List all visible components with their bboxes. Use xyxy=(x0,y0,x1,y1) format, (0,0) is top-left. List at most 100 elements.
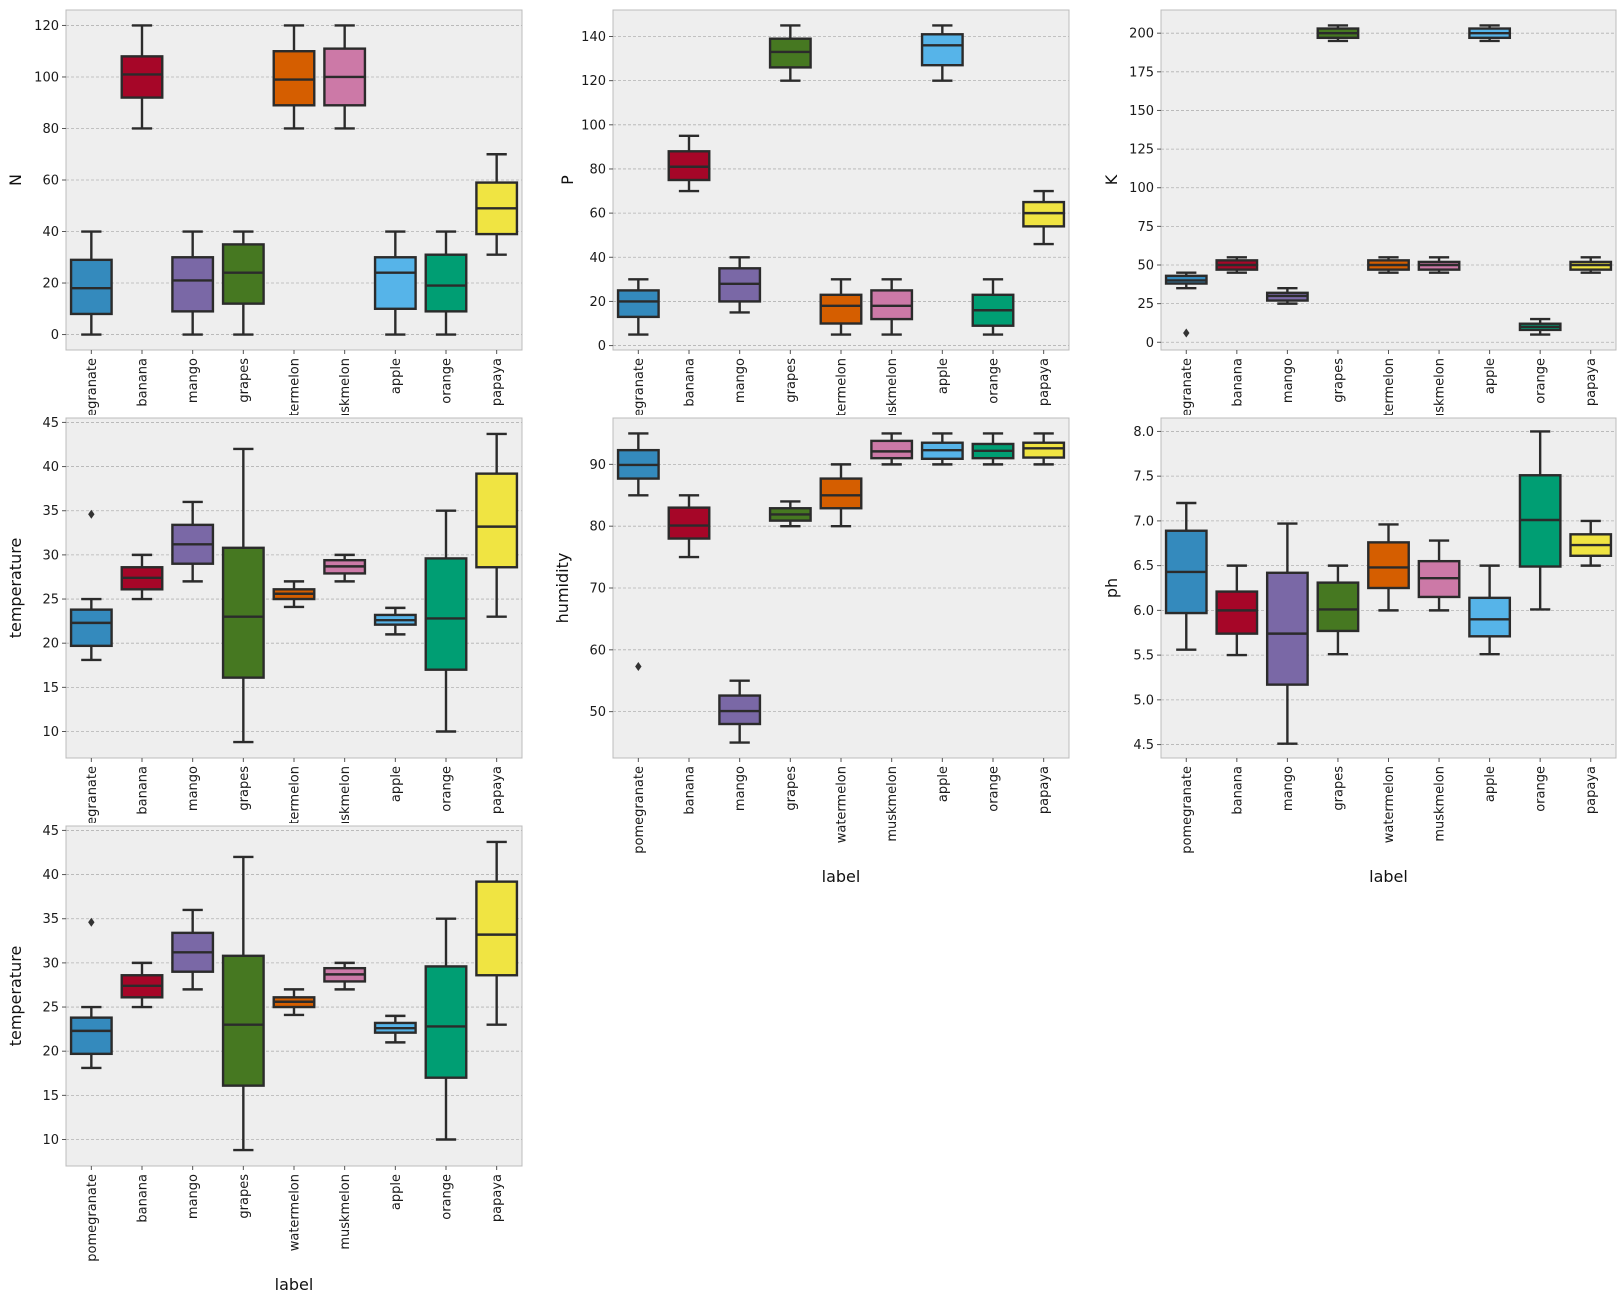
box-papaya xyxy=(1022,189,1066,246)
box-pomegranate xyxy=(69,509,113,662)
box-papaya xyxy=(1569,519,1613,567)
x-tick-label: papaya xyxy=(490,766,505,814)
x-tick-label: papaya xyxy=(490,1174,505,1222)
box-banana xyxy=(667,494,711,559)
outlier-point xyxy=(1183,328,1190,338)
box-papaya xyxy=(475,153,519,256)
x-tick-label: orange xyxy=(987,766,1002,812)
box-body xyxy=(272,50,316,107)
x-tick-label: grapes xyxy=(1331,358,1346,403)
x-tick-label: apple xyxy=(389,766,404,802)
box-apple xyxy=(373,230,417,336)
chart-panel-7: 10 15 20 25 30 35 40 45 pomegranate banana mango gr… xyxy=(6,824,523,1294)
y-axis-label: N xyxy=(6,174,25,186)
x-tick-label: muskmelon xyxy=(338,766,353,842)
box-body xyxy=(69,1016,113,1056)
box-orange xyxy=(971,278,1015,336)
y-tick-label: 175 xyxy=(1129,65,1154,80)
y-tick-label: 45 xyxy=(42,416,59,431)
box-body xyxy=(667,506,711,540)
outlier-point xyxy=(88,917,95,927)
x-tick-label: muskmelon xyxy=(338,358,353,434)
x-tick-label: muskmelon xyxy=(1433,358,1448,434)
x-tick-labels: pomegranate banana mango grapes watermelon mu… xyxy=(632,766,1052,854)
box-body xyxy=(616,289,660,319)
box-banana xyxy=(1215,256,1259,274)
x-tick-label: grapes xyxy=(784,766,799,811)
chart-panel-5: 50 60 70 80 90 pomegranate banana mango grapes wa… xyxy=(553,417,1070,886)
box-pomegranate xyxy=(616,278,660,336)
box-banana xyxy=(120,961,164,1009)
x-tick-label: pomegranate xyxy=(632,766,647,854)
box-body xyxy=(1265,571,1309,686)
x-tick-label: pomegranate xyxy=(85,358,100,446)
x-tick-label: orange xyxy=(440,1174,455,1220)
box-muskmelon xyxy=(1417,539,1461,612)
x-tick-label: muskmelon xyxy=(885,766,900,842)
box-grapes xyxy=(221,855,265,1152)
box-mango xyxy=(1265,522,1309,745)
box-body xyxy=(1022,441,1066,459)
box-apple xyxy=(373,1014,417,1044)
x-tick-label: banana xyxy=(1230,358,1245,407)
box-apple xyxy=(373,606,417,636)
y-tick-label: 125 xyxy=(1129,143,1154,158)
y-tick-label: 10 xyxy=(42,725,59,740)
y-axis-label: P xyxy=(558,175,577,185)
x-tick-label: orange xyxy=(1534,358,1549,404)
x-tick-label: papaya xyxy=(1584,766,1599,814)
y-axis-label: humidity xyxy=(553,553,572,624)
box-watermelon xyxy=(819,278,863,336)
y-tick-label: 100 xyxy=(581,118,606,133)
box-body xyxy=(120,55,164,99)
chart-panel-4: 10 15 20 25 30 35 40 45 pomegranate banana mango gr… xyxy=(6,416,523,842)
x-tick-label: mango xyxy=(1281,358,1296,403)
x-tick-label: banana xyxy=(136,358,151,407)
x-tick-label: grapes xyxy=(237,1174,252,1219)
box-watermelon xyxy=(1367,256,1410,274)
y-tick-label: 40 xyxy=(42,225,59,240)
x-tick-label: banana xyxy=(683,358,698,407)
y-tick-label: 70 xyxy=(589,582,606,597)
x-tick-label: mango xyxy=(186,766,201,811)
box-grapes xyxy=(221,230,265,336)
x-tick-label: muskmelon xyxy=(1433,766,1448,842)
x-tick-label: banana xyxy=(683,766,698,815)
x-tick-label: muskmelon xyxy=(885,358,900,434)
box-mango xyxy=(171,908,215,991)
box-body xyxy=(221,546,265,679)
y-tick-label: 0 xyxy=(1146,336,1154,351)
y-tick-label: 75 xyxy=(1137,220,1154,235)
x-tick-label: apple xyxy=(936,358,951,394)
y-tick-label: 6.5 xyxy=(1133,559,1154,574)
x-tick-label: orange xyxy=(987,358,1002,404)
x-tick-label: pomegranate xyxy=(1180,358,1195,446)
y-tick-label: 8.0 xyxy=(1133,425,1154,440)
x-tick-label: mango xyxy=(186,358,201,403)
box-papaya xyxy=(1569,256,1613,274)
box-watermelon xyxy=(272,580,316,609)
box-muskmelon xyxy=(323,24,367,130)
y-tick-label: 120 xyxy=(34,19,59,34)
x-tick-labels: pomegranate banana mango grapes watermelon mu… xyxy=(1180,358,1599,446)
box-grapes xyxy=(768,24,812,82)
box-body xyxy=(819,477,863,510)
x-tick-label: banana xyxy=(136,1174,151,1223)
y-tick-label: 80 xyxy=(42,122,59,137)
y-tick-label: 25 xyxy=(1137,297,1154,312)
box-papaya xyxy=(1022,432,1066,466)
y-tick-label: 150 xyxy=(1129,104,1154,119)
y-tick-label: 20 xyxy=(589,295,606,310)
y-tick-label: 15 xyxy=(42,1089,59,1104)
box-banana xyxy=(120,553,164,601)
y-tick-label: 6.0 xyxy=(1133,604,1154,619)
x-tick-label: mango xyxy=(733,766,748,811)
x-tick-label: banana xyxy=(136,766,151,815)
box-body xyxy=(475,880,519,977)
box-watermelon xyxy=(1367,523,1410,612)
x-tick-label: apple xyxy=(936,766,951,802)
y-tick-label: 45 xyxy=(42,824,59,839)
box-body xyxy=(171,256,215,313)
box-mango xyxy=(718,256,762,314)
